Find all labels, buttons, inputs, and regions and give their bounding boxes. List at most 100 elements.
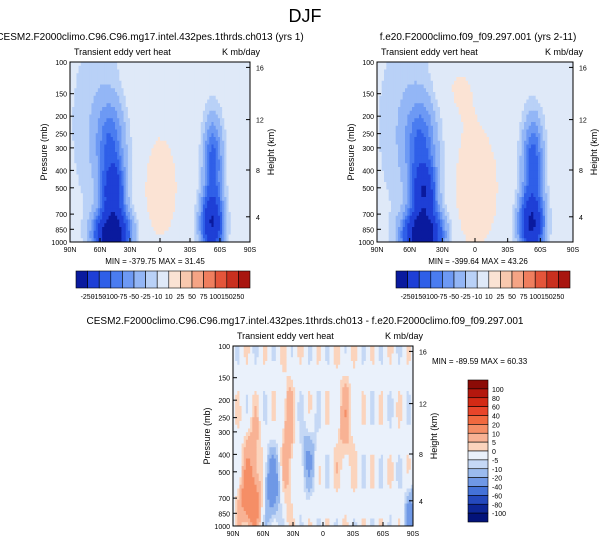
field-cell [168, 118, 172, 123]
field-cell [100, 77, 103, 82]
field-cell [175, 107, 178, 112]
field-cell [138, 167, 142, 172]
field-cell [209, 92, 212, 97]
field-cell [160, 215, 163, 220]
field-cell [70, 155, 73, 160]
field-cell [540, 69, 544, 74]
field-cell [78, 238, 82, 243]
field-cell [136, 152, 139, 157]
field-cell [215, 170, 219, 175]
field-cell [106, 223, 109, 228]
field-cell [117, 170, 120, 175]
field-cell [164, 227, 167, 232]
field-cell [76, 167, 79, 172]
field-cell [500, 69, 504, 74]
field-cell [224, 62, 227, 67]
field-cell [493, 73, 497, 78]
field-cell [145, 159, 148, 164]
field-cell [213, 110, 217, 115]
field-cell [70, 167, 73, 172]
field-cell [89, 200, 92, 205]
field-cell [123, 212, 127, 217]
field-cell [222, 84, 225, 89]
field-cell [151, 73, 154, 78]
field-cell [241, 208, 244, 213]
field-cell [119, 80, 122, 85]
field-cell [570, 69, 574, 74]
field-cell [461, 95, 464, 100]
field-cell [239, 208, 242, 213]
field-cell [183, 219, 187, 224]
field-cell [102, 219, 105, 224]
field-cell [164, 125, 167, 130]
field-cell [80, 118, 84, 123]
field-cell [220, 148, 223, 153]
field-cell [127, 174, 131, 179]
field-cell [119, 234, 122, 239]
field-cell [108, 95, 112, 100]
field-cell [241, 122, 244, 127]
field-cell [177, 212, 180, 217]
field-cell [102, 77, 105, 82]
field-cell [228, 155, 232, 160]
field-cell [162, 88, 165, 93]
field-cell [104, 73, 107, 78]
field-cell [155, 219, 159, 224]
field-cell [108, 69, 112, 74]
field-cell [110, 133, 114, 138]
field-cell [510, 95, 513, 100]
field-cell [521, 65, 525, 70]
field-cell [426, 65, 429, 70]
field-cell [222, 129, 225, 134]
field-cell [125, 84, 129, 89]
field-cell [85, 208, 88, 213]
field-cell [402, 95, 406, 100]
field-cell [127, 185, 131, 190]
field-cell [82, 152, 86, 157]
field-cell [215, 110, 219, 115]
field-cell [519, 77, 523, 82]
field-cell [97, 69, 101, 74]
field-cell [228, 148, 232, 153]
colorbar-label: 10 [165, 294, 173, 301]
field-cell [224, 144, 227, 149]
field-cell [458, 77, 462, 82]
field-cell [151, 114, 154, 119]
field-cell [213, 80, 217, 85]
field-cell [477, 88, 481, 93]
field-cell [241, 223, 244, 228]
field-cell [121, 140, 124, 145]
field-cell [102, 107, 105, 112]
field-cell [531, 73, 534, 78]
field-cell [190, 182, 193, 187]
field-cell [207, 178, 210, 183]
field-cell [222, 114, 225, 119]
field-cell [153, 159, 157, 164]
field-cell [155, 133, 159, 138]
field-cell [524, 80, 527, 85]
field-cell [70, 223, 73, 228]
field-cell [220, 200, 223, 205]
field-cell [117, 219, 120, 224]
field-cell [119, 219, 122, 224]
field-cell [479, 92, 483, 97]
field-cell [192, 204, 195, 209]
field-cell [213, 118, 217, 123]
field-cell [91, 88, 94, 93]
field-cell [168, 80, 172, 85]
field-cell [151, 227, 154, 232]
field-cell [386, 92, 390, 97]
field-cell [215, 118, 219, 123]
field-cell [125, 99, 129, 104]
field-cell [217, 208, 221, 213]
field-cell [503, 95, 506, 100]
field-cell [215, 65, 219, 70]
field-cell [412, 65, 415, 70]
field-cell [87, 114, 90, 119]
field-cell [85, 155, 88, 160]
field-cell [232, 62, 236, 67]
field-cell [97, 189, 101, 194]
field-cell [121, 73, 124, 78]
field-cell [235, 163, 238, 168]
field-cell [196, 107, 199, 112]
